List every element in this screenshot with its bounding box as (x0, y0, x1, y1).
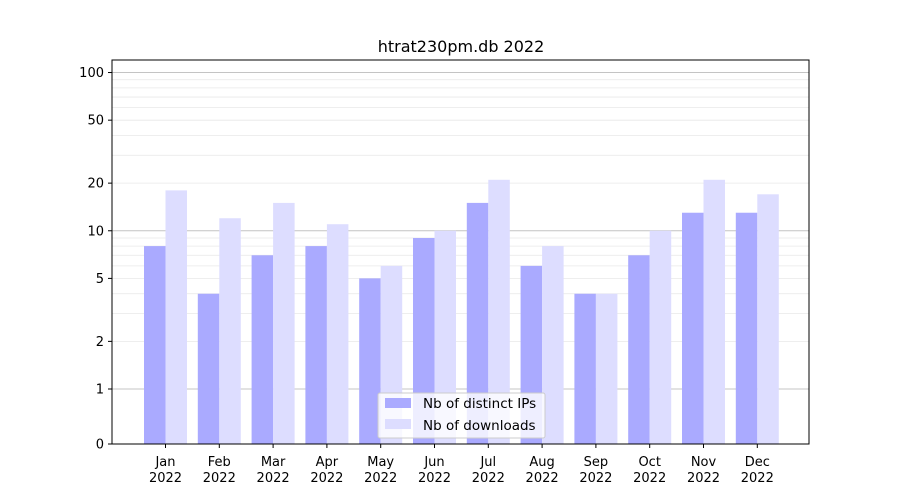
bar-distinct-ips-dec (735, 212, 758, 444)
x-tick-label-month: Apr (316, 455, 339, 470)
y-tick-label: 10 (87, 224, 104, 239)
bar-downloads-jun (434, 230, 456, 444)
chart-title: htrat230pm.db 2022 (378, 37, 545, 56)
x-tick-label-year: 2022 (579, 471, 612, 486)
x-tick-label-year: 2022 (203, 471, 236, 486)
legend-label-downloads: Nb of downloads (423, 418, 536, 434)
bar-distinct-ips-sep (574, 293, 596, 444)
x-tick-label-month: Jun (423, 455, 444, 470)
x-tick-label-year: 2022 (472, 471, 505, 486)
bar-distinct-ips-mar (251, 255, 274, 444)
legend-swatch-downloads (385, 419, 411, 429)
y-tick-label: 100 (79, 66, 104, 81)
x-tick-label-month: Aug (529, 455, 554, 470)
x-tick-label-month: Jul (479, 455, 496, 470)
x-tick-label-month: May (367, 455, 394, 470)
y-tick-label: 20 (87, 177, 104, 192)
legend-box (377, 392, 546, 439)
y-tick-label: 2 (96, 335, 104, 350)
bar-distinct-ips-oct (628, 255, 650, 444)
bar-distinct-ips-nov (682, 212, 704, 444)
bar-distinct-ips-apr (305, 246, 327, 444)
y-tick-label: 0 (96, 438, 104, 453)
x-axis: Jan2022Feb2022Mar2022Apr2022May2022Jun20… (149, 444, 774, 486)
legend: Nb of distinct IPs Nb of downloads (377, 392, 546, 439)
bars (144, 179, 779, 445)
x-tick-label-year: 2022 (687, 471, 720, 486)
x-tick-label-month: Nov (691, 455, 717, 470)
x-tick-label-year: 2022 (633, 471, 666, 486)
y-tick-label: 1 (96, 383, 104, 398)
bar-downloads-mar (273, 202, 295, 444)
x-tick-label-month: Feb (208, 455, 231, 470)
bar-downloads-sep (595, 293, 618, 444)
bar-downloads-dec (757, 194, 779, 444)
x-tick-label-month: Oct (638, 455, 660, 470)
x-tick-label-year: 2022 (741, 471, 774, 486)
x-tick-label-year: 2022 (310, 471, 343, 486)
x-tick-label-year: 2022 (364, 471, 397, 486)
legend-label-distinct-ips: Nb of distinct IPs (423, 396, 536, 412)
bar-downloads-oct (649, 230, 672, 444)
x-tick-label-year: 2022 (418, 471, 451, 486)
y-axis: 0 1 2 5 10 20 50 100 (79, 66, 112, 453)
x-tick-label-month: Sep (584, 455, 609, 470)
bar-distinct-ips-may (359, 278, 381, 444)
bar-downloads-feb (219, 218, 241, 444)
bar-downloads-apr (326, 224, 349, 444)
x-tick-label-month: Mar (261, 455, 286, 470)
bar-downloads-jul (488, 179, 510, 445)
x-tick-label-year: 2022 (257, 471, 290, 486)
bar-downloads-aug (542, 246, 564, 444)
x-tick-label-year: 2022 (149, 471, 182, 486)
y-tick-label: 50 (87, 114, 104, 129)
x-tick-label-month: Jan (154, 455, 175, 470)
bar-distinct-ips-jul (466, 202, 489, 444)
bar-distinct-ips-jan (144, 246, 166, 444)
bar-downloads-nov (703, 179, 725, 445)
bar-distinct-ips-feb (197, 293, 220, 444)
plot-frame (111, 59, 810, 445)
x-tick-label-year: 2022 (526, 471, 559, 486)
x-tick-label-month: Dec (745, 455, 770, 470)
legend-swatch-distinct-ips (385, 398, 411, 408)
bar-downloads-jan (165, 190, 187, 444)
y-tick-label: 5 (96, 272, 104, 287)
